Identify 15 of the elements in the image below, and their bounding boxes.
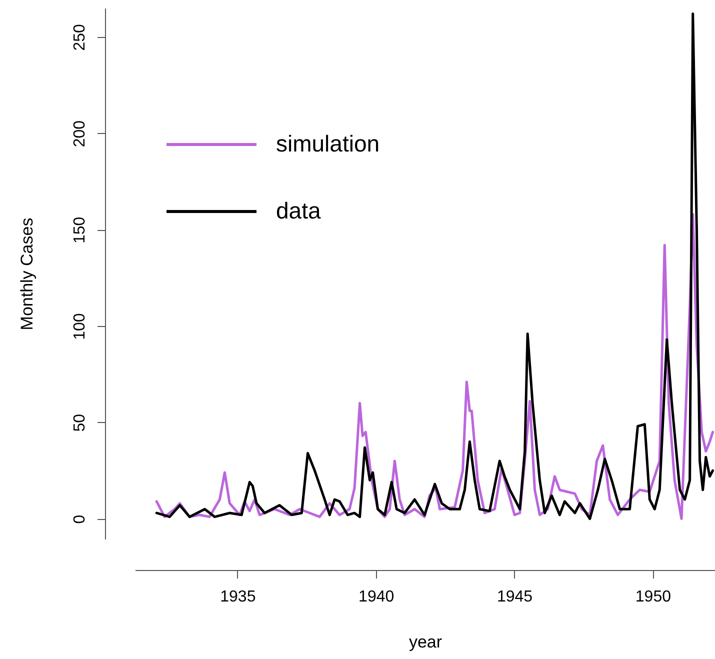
y-tick-label: 50	[72, 414, 88, 432]
legend-label: data	[276, 198, 321, 224]
x-tick-label: 1950	[635, 588, 672, 606]
y-tick-label: 250	[72, 24, 88, 51]
x-tick-label: 1935	[220, 588, 256, 606]
x-axis-title: year	[408, 632, 442, 652]
y-tick-label: 200	[72, 120, 88, 148]
y-tick-label: 150	[72, 216, 88, 244]
y-tick-label: 0	[72, 514, 88, 524]
y-tick-label: 100	[72, 313, 88, 340]
legend-label: simulation	[276, 130, 380, 156]
x-tick-label: 1945	[496, 588, 533, 606]
x-tick-label: 1940	[358, 588, 394, 606]
line-series	[155, 12, 714, 520]
y-axis-title: Monthly Cases	[18, 218, 36, 330]
